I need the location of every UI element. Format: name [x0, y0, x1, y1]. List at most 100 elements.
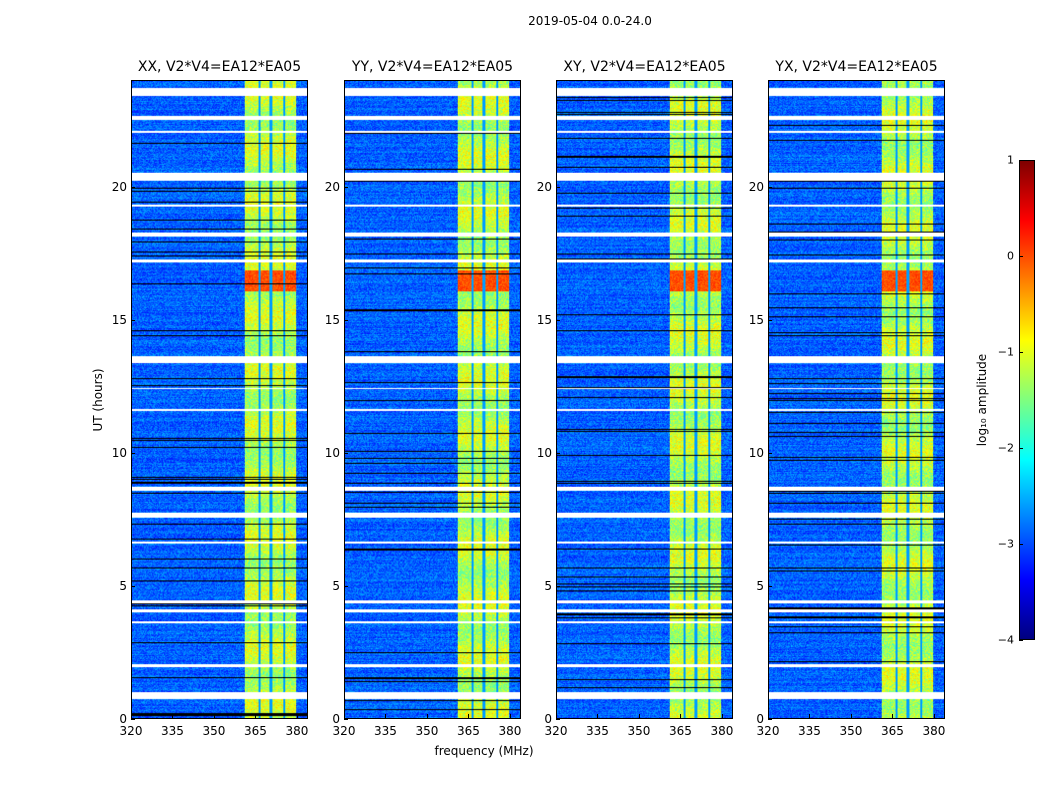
y-tick-mark	[344, 585, 348, 587]
x-tick-mark	[597, 714, 599, 718]
x-tick-mark	[933, 714, 935, 718]
x-tick-label: 350	[839, 724, 863, 738]
x-tick-label: 320	[332, 724, 356, 738]
y-tick-label: 15	[536, 312, 552, 327]
y-tick-label: 20	[748, 179, 764, 194]
x-tick-mark	[892, 714, 894, 718]
colorbar-tick-label: −2	[997, 441, 1014, 455]
y-tick-mark	[768, 319, 772, 321]
x-tick-mark	[680, 714, 682, 718]
y-tick-label: 15	[748, 312, 764, 327]
panel-title: YY, V2*V4=EA12*EA05	[351, 59, 514, 75]
x-tick-mark	[638, 714, 640, 718]
x-tick-label: 350	[627, 724, 651, 738]
colorbar-tick-label: −1	[997, 345, 1014, 359]
x-tick-label: 320	[544, 724, 568, 738]
y-tick-label: 15	[324, 312, 340, 327]
y-tick-mark	[344, 319, 348, 321]
x-tick-label: 335	[161, 724, 184, 738]
y-tick-mark	[344, 719, 348, 720]
heatmap-panel	[768, 80, 945, 719]
colorbar-label: log₁₀ amplitude	[975, 353, 989, 447]
y-tick-label: 10	[536, 445, 552, 460]
x-tick-mark	[850, 714, 852, 718]
panel-title: XX, V2*V4=EA12*EA05	[137, 59, 302, 75]
x-tick-mark	[468, 714, 470, 718]
x-tick-mark	[255, 714, 257, 718]
y-tick-mark	[768, 719, 772, 720]
colorbar-tick-label: 0	[1007, 249, 1014, 263]
x-tick-label: 365	[457, 724, 480, 738]
heatmap-image	[769, 81, 944, 718]
heatmap-panel	[344, 80, 521, 719]
y-tick-mark	[768, 452, 772, 454]
x-tick-mark	[768, 714, 769, 718]
heatmap-image	[345, 81, 520, 718]
colorbar-tick-mark	[1019, 448, 1023, 449]
y-tick-label: 5	[544, 578, 552, 593]
x-tick-mark	[556, 714, 557, 718]
x-tick-label: 350	[202, 724, 226, 738]
y-tick-label: 5	[756, 578, 764, 593]
x-tick-mark	[509, 714, 511, 718]
x-tick-mark	[426, 714, 428, 718]
colorbar-tick-mark	[1019, 544, 1023, 545]
y-tick-label: 15	[111, 312, 127, 327]
x-tick-mark	[344, 714, 345, 718]
y-tick-label: 5	[119, 578, 127, 593]
y-tick-mark	[344, 186, 348, 188]
y-tick-mark	[556, 452, 560, 454]
y-tick-label: 10	[324, 445, 340, 460]
colorbar-tick-label: −4	[997, 633, 1014, 647]
colorbar-tick-mark	[1019, 256, 1023, 257]
x-tick-mark	[721, 714, 723, 718]
y-tick-label: 5	[332, 578, 340, 593]
panel-title: YX, V2*V4=EA12*EA05	[775, 59, 938, 75]
colorbar-tick-mark	[1019, 160, 1023, 161]
heatmap-image	[557, 81, 732, 718]
y-tick-mark	[768, 585, 772, 587]
y-axis-label: UT (hours)	[91, 368, 105, 432]
y-tick-label: 20	[111, 179, 127, 194]
x-tick-label: 335	[586, 724, 609, 738]
y-tick-mark	[556, 319, 560, 321]
x-tick-label: 320	[119, 724, 143, 738]
heatmap-image	[132, 81, 307, 718]
x-tick-label: 350	[415, 724, 439, 738]
x-tick-label: 380	[922, 724, 946, 738]
y-tick-mark	[131, 319, 135, 321]
figure-title: 2019-05-04 0.0-24.0	[528, 14, 652, 28]
y-tick-mark	[556, 186, 560, 188]
y-tick-label: 20	[536, 179, 552, 194]
y-tick-label: 10	[111, 445, 127, 460]
y-tick-mark	[556, 585, 560, 587]
colorbar	[1019, 160, 1035, 640]
y-tick-label: 0	[119, 712, 127, 726]
y-tick-label: 0	[332, 712, 340, 726]
y-tick-mark	[131, 452, 135, 454]
y-tick-label: 0	[756, 712, 764, 726]
x-tick-label: 380	[285, 724, 309, 738]
x-tick-mark	[172, 714, 174, 718]
x-tick-label: 365	[669, 724, 692, 738]
panel-title: XY, V2*V4=EA12*EA05	[563, 59, 726, 75]
y-tick-mark	[556, 719, 560, 720]
x-tick-mark	[809, 714, 811, 718]
x-tick-label: 335	[798, 724, 821, 738]
colorbar-tick-label: −3	[997, 537, 1014, 551]
x-tick-mark	[385, 714, 387, 718]
y-tick-label: 0	[544, 712, 552, 726]
heatmap-panel	[131, 80, 308, 719]
x-tick-label: 365	[881, 724, 904, 738]
x-tick-label: 320	[756, 724, 780, 738]
heatmap-panel	[556, 80, 733, 719]
y-tick-label: 20	[324, 179, 340, 194]
x-tick-mark	[296, 714, 298, 718]
x-tick-mark	[131, 714, 132, 718]
y-tick-mark	[131, 186, 135, 188]
x-tick-label: 335	[374, 724, 397, 738]
x-tick-mark	[213, 714, 215, 718]
y-tick-mark	[344, 452, 348, 454]
y-tick-mark	[131, 585, 135, 587]
